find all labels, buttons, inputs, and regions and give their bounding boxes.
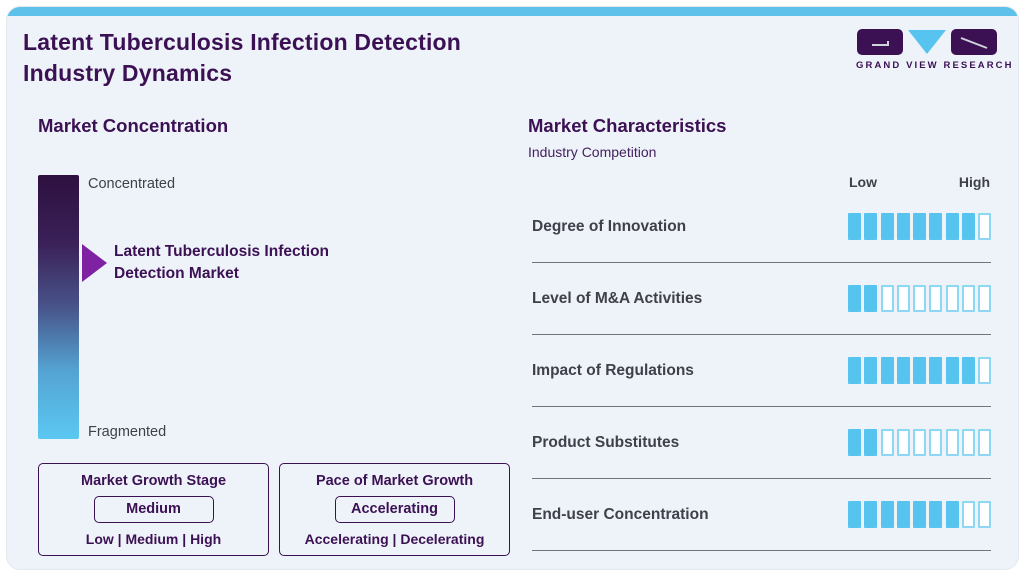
characteristic-row: Degree of Innovation — [532, 191, 991, 263]
gvr-logo-wordmark: GRAND VIEW RESEARCH — [856, 60, 1014, 71]
rating-segment-filled — [896, 501, 910, 528]
growth-stage-options: Low | Medium | High — [85, 531, 222, 547]
rating-segment-filled — [913, 501, 926, 528]
rating-scale-labels: Low High — [532, 174, 991, 194]
rating-segment-filled — [848, 429, 861, 456]
rating-bar — [848, 501, 991, 528]
characteristic-label: Product Substitutes — [532, 433, 680, 451]
concentrated-label: Concentrated — [88, 176, 176, 192]
growth-stage-title: Market Growth Stage — [80, 473, 227, 489]
rating-segment-filled — [848, 357, 861, 384]
characteristic-row: Impact of Regulations — [532, 335, 991, 407]
rating-segment-empty — [913, 285, 926, 312]
rating-bar — [848, 213, 991, 240]
rating-segment-empty — [913, 429, 926, 456]
rating-segment-empty — [961, 501, 975, 528]
rating-segment-filled — [896, 213, 910, 240]
rating-segment-filled — [864, 501, 878, 528]
characteristic-row: Level of M&A Activities — [532, 263, 991, 335]
page-title-line2: Industry Dynamics — [23, 60, 233, 86]
rating-segment-empty — [978, 501, 991, 528]
rating-segment-empty — [945, 285, 959, 312]
rating-segment-empty — [880, 429, 894, 456]
industry-competition-subheading: Industry Competition — [528, 144, 657, 160]
characteristic-row: End-user Concentration — [532, 479, 991, 551]
rating-segment-filled — [880, 357, 894, 384]
market-position-label: Latent Tuberculosis Infection Detection … — [114, 243, 330, 282]
rating-segment-empty — [961, 285, 975, 312]
rating-bar — [848, 285, 991, 312]
growth-pace-title: Pace of Market Growth — [315, 473, 474, 489]
rating-segment-filled — [848, 501, 861, 528]
gvr-logo: GRAND VIEW RESEARCH — [856, 29, 1014, 71]
rating-bar — [848, 357, 991, 384]
rating-segment-filled — [880, 501, 894, 528]
rating-segment-empty — [896, 429, 910, 456]
rating-segment-empty — [961, 429, 975, 456]
gvr-logo-mark-icon — [857, 29, 997, 55]
rating-segment-filled — [913, 213, 926, 240]
rating-segment-filled — [929, 501, 943, 528]
rating-segment-empty — [896, 285, 910, 312]
rating-segment-filled — [945, 213, 959, 240]
rating-segment-empty — [978, 213, 991, 240]
characteristic-label: Degree of Innovation — [532, 217, 687, 235]
characteristic-row: Product Substitutes — [532, 407, 991, 479]
rating-segment-empty — [880, 285, 894, 312]
rating-segment-filled — [864, 429, 878, 456]
characteristic-label: Impact of Regulations — [532, 361, 694, 379]
rating-segment-filled — [961, 357, 975, 384]
market-characteristics-heading: Market Characteristics — [528, 115, 727, 136]
rating-segment-empty — [978, 357, 991, 384]
rating-segment-empty — [929, 285, 943, 312]
top-accent-bar — [7, 7, 1018, 16]
rating-segment-filled — [945, 501, 959, 528]
rating-segment-filled — [864, 357, 878, 384]
rating-bar — [848, 429, 991, 456]
rating-segment-filled — [945, 357, 959, 384]
scale-high-label: High — [958, 174, 990, 190]
characteristics-list: Degree of Innovation Level of M&A Activi… — [532, 191, 991, 551]
page-title: Latent Tuberculosis Infection Detection I… — [23, 27, 461, 89]
characteristic-label: Level of M&A Activities — [532, 289, 703, 307]
rating-segment-empty — [945, 429, 959, 456]
market-position-arrow-icon — [82, 244, 107, 282]
infographic-frame: Latent Tuberculosis Infection Detection I… — [6, 6, 1019, 570]
fragmented-label: Fragmented — [88, 424, 167, 440]
page-title-line1: Latent Tuberculosis Infection Detection — [23, 29, 462, 55]
scale-low-label: Low — [849, 174, 877, 190]
growth-pace-options: Accelerating | Decelerating — [304, 531, 485, 547]
market-growth-pace-box: Pace of Market Growth Accelerating Accel… — [279, 463, 510, 556]
rating-segment-empty — [978, 429, 991, 456]
characteristic-label: End-user Concentration — [532, 505, 709, 523]
market-concentration-heading: Market Concentration — [38, 115, 229, 136]
rating-segment-filled — [929, 213, 943, 240]
rating-segment-filled — [880, 213, 894, 240]
rating-segment-filled — [913, 357, 926, 384]
market-growth-stage-box: Market Growth Stage Medium Low | Medium … — [38, 463, 269, 556]
rating-segment-filled — [848, 213, 861, 240]
rating-segment-filled — [864, 285, 878, 312]
rating-segment-filled — [848, 285, 861, 312]
rating-segment-filled — [896, 357, 910, 384]
rating-segment-filled — [961, 213, 975, 240]
growth-pace-value: Accelerating — [334, 496, 455, 523]
concentration-gradient-bar — [38, 175, 79, 439]
growth-stage-value: Medium — [93, 496, 214, 523]
rating-segment-empty — [978, 285, 991, 312]
rating-segment-filled — [929, 357, 943, 384]
rating-segment-filled — [864, 213, 878, 240]
rating-segment-empty — [929, 429, 943, 456]
